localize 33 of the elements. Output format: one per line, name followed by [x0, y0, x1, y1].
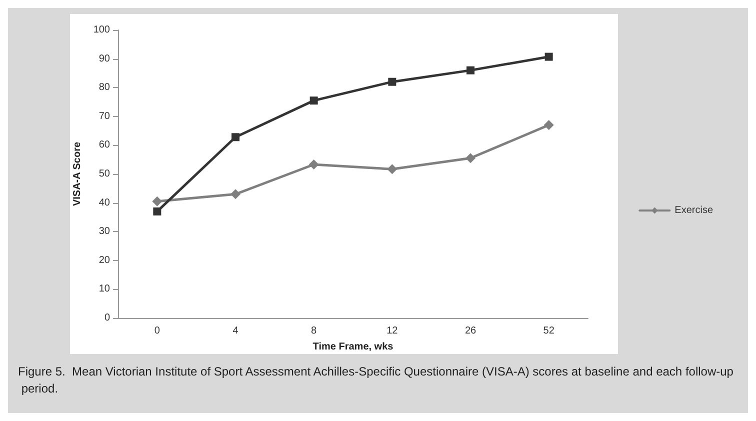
y-tick-label: 60 [98, 140, 110, 151]
y-tick-label: 100 [93, 24, 110, 36]
point [230, 189, 240, 200]
x-tick-label: 8 [311, 326, 318, 336]
x-axis-title: Time Frame, wks [312, 342, 394, 352]
x-tick-label: 26 [464, 326, 476, 336]
caption: Figure 5. Mean Victorian Institute of Sport Assessment Achilles-Specific Questionnaire (VISA-A) scores at baseline and each follow-up period. [18, 364, 734, 396]
y-tick-label: 40 [98, 197, 110, 208]
point [388, 78, 396, 86]
x-tick-label: 12 [386, 326, 398, 336]
y-tick-label: 30 [98, 226, 110, 238]
y-tick-label: 90 [98, 53, 110, 64]
x-tick-label: 0 [154, 326, 160, 336]
point [387, 164, 398, 174]
point [466, 153, 476, 164]
x-tick-label: 52 [543, 326, 555, 336]
y-tick-label: 20 [98, 254, 110, 266]
point [232, 133, 240, 142]
point [466, 66, 474, 74]
point [544, 52, 553, 61]
y-tick-label: 10 [98, 284, 110, 295]
point [152, 196, 162, 206]
point [153, 207, 162, 216]
y-tick-label: 70 [98, 110, 110, 122]
y-tick-label: 0 [104, 312, 110, 324]
point [544, 120, 554, 130]
x-tick-label: 4 [232, 326, 239, 336]
y-axis-title: VISA-A Score [72, 142, 83, 206]
y-tick-label: 80 [98, 82, 110, 94]
point [310, 96, 318, 105]
y-tick-label: 50 [98, 168, 110, 180]
point [308, 159, 319, 170]
legend-label: Exercise [674, 205, 714, 216]
